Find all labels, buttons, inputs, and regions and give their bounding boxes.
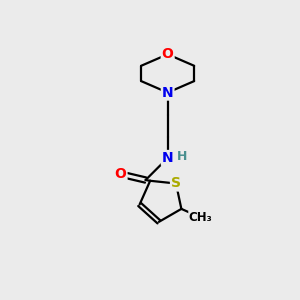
Text: CH₃: CH₃ <box>189 211 213 224</box>
Text: S: S <box>171 176 181 190</box>
Text: N: N <box>162 151 173 165</box>
Text: O: O <box>115 167 127 181</box>
Text: H: H <box>177 150 188 163</box>
Text: O: O <box>162 47 174 61</box>
Text: N: N <box>162 85 173 100</box>
